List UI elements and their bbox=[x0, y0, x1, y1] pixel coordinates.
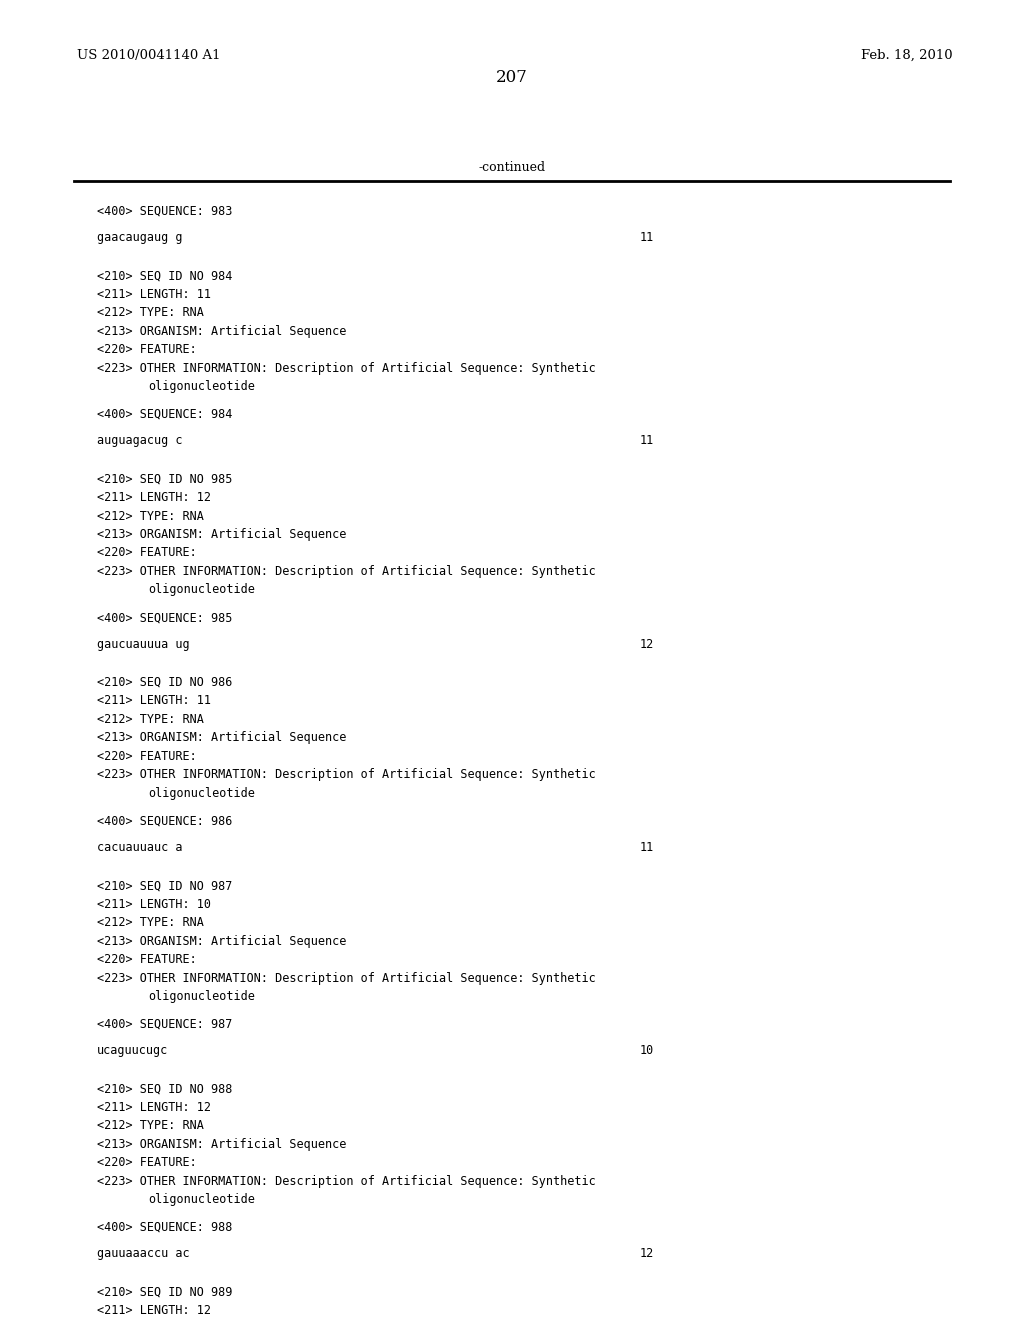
Text: oligonucleotide: oligonucleotide bbox=[148, 787, 255, 800]
Text: <211> LENGTH: 12: <211> LENGTH: 12 bbox=[97, 491, 211, 504]
Text: <210> SEQ ID NO 985: <210> SEQ ID NO 985 bbox=[97, 473, 232, 486]
Text: <210> SEQ ID NO 986: <210> SEQ ID NO 986 bbox=[97, 676, 232, 689]
Text: -continued: -continued bbox=[478, 161, 546, 174]
Text: <400> SEQUENCE: 988: <400> SEQUENCE: 988 bbox=[97, 1221, 232, 1234]
Text: <220> FEATURE:: <220> FEATURE: bbox=[97, 750, 197, 763]
Text: <223> OTHER INFORMATION: Description of Artificial Sequence: Synthetic: <223> OTHER INFORMATION: Description of … bbox=[97, 768, 596, 781]
Text: <211> LENGTH: 12: <211> LENGTH: 12 bbox=[97, 1304, 211, 1317]
Text: <213> ORGANISM: Artificial Sequence: <213> ORGANISM: Artificial Sequence bbox=[97, 325, 347, 338]
Text: <210> SEQ ID NO 984: <210> SEQ ID NO 984 bbox=[97, 269, 232, 282]
Text: oligonucleotide: oligonucleotide bbox=[148, 990, 255, 1003]
Text: <400> SEQUENCE: 983: <400> SEQUENCE: 983 bbox=[97, 205, 232, 218]
Text: <213> ORGANISM: Artificial Sequence: <213> ORGANISM: Artificial Sequence bbox=[97, 935, 347, 948]
Text: 11: 11 bbox=[640, 231, 654, 244]
Text: <212> TYPE: RNA: <212> TYPE: RNA bbox=[97, 1119, 204, 1133]
Text: <210> SEQ ID NO 988: <210> SEQ ID NO 988 bbox=[97, 1082, 232, 1096]
Text: <213> ORGANISM: Artificial Sequence: <213> ORGANISM: Artificial Sequence bbox=[97, 731, 347, 744]
Text: 11: 11 bbox=[640, 841, 654, 854]
Text: <211> LENGTH: 10: <211> LENGTH: 10 bbox=[97, 898, 211, 911]
Text: gauuaaaccu ac: gauuaaaccu ac bbox=[97, 1247, 189, 1261]
Text: oligonucleotide: oligonucleotide bbox=[148, 1193, 255, 1206]
Text: US 2010/0041140 A1: US 2010/0041140 A1 bbox=[77, 49, 220, 62]
Text: <223> OTHER INFORMATION: Description of Artificial Sequence: Synthetic: <223> OTHER INFORMATION: Description of … bbox=[97, 1175, 596, 1188]
Text: gaucuauuua ug: gaucuauuua ug bbox=[97, 638, 189, 651]
Text: <220> FEATURE:: <220> FEATURE: bbox=[97, 953, 197, 966]
Text: Feb. 18, 2010: Feb. 18, 2010 bbox=[861, 49, 952, 62]
Text: <400> SEQUENCE: 985: <400> SEQUENCE: 985 bbox=[97, 611, 232, 624]
Text: <220> FEATURE:: <220> FEATURE: bbox=[97, 546, 197, 560]
Text: oligonucleotide: oligonucleotide bbox=[148, 583, 255, 597]
Text: <223> OTHER INFORMATION: Description of Artificial Sequence: Synthetic: <223> OTHER INFORMATION: Description of … bbox=[97, 362, 596, 375]
Text: 10: 10 bbox=[640, 1044, 654, 1057]
Text: <220> FEATURE:: <220> FEATURE: bbox=[97, 1156, 197, 1170]
Text: <400> SEQUENCE: 984: <400> SEQUENCE: 984 bbox=[97, 408, 232, 421]
Text: <223> OTHER INFORMATION: Description of Artificial Sequence: Synthetic: <223> OTHER INFORMATION: Description of … bbox=[97, 565, 596, 578]
Text: <400> SEQUENCE: 987: <400> SEQUENCE: 987 bbox=[97, 1018, 232, 1031]
Text: <212> TYPE: RNA: <212> TYPE: RNA bbox=[97, 713, 204, 726]
Text: <212> TYPE: RNA: <212> TYPE: RNA bbox=[97, 306, 204, 319]
Text: <223> OTHER INFORMATION: Description of Artificial Sequence: Synthetic: <223> OTHER INFORMATION: Description of … bbox=[97, 972, 596, 985]
Text: oligonucleotide: oligonucleotide bbox=[148, 380, 255, 393]
Text: 11: 11 bbox=[640, 434, 654, 447]
Text: 207: 207 bbox=[496, 69, 528, 86]
Text: cacuauuauc a: cacuauuauc a bbox=[97, 841, 182, 854]
Text: <400> SEQUENCE: 986: <400> SEQUENCE: 986 bbox=[97, 814, 232, 828]
Text: <211> LENGTH: 11: <211> LENGTH: 11 bbox=[97, 694, 211, 708]
Text: <213> ORGANISM: Artificial Sequence: <213> ORGANISM: Artificial Sequence bbox=[97, 1138, 347, 1151]
Text: <211> LENGTH: 12: <211> LENGTH: 12 bbox=[97, 1101, 211, 1114]
Text: <210> SEQ ID NO 987: <210> SEQ ID NO 987 bbox=[97, 879, 232, 892]
Text: 12: 12 bbox=[640, 638, 654, 651]
Text: <213> ORGANISM: Artificial Sequence: <213> ORGANISM: Artificial Sequence bbox=[97, 528, 347, 541]
Text: <212> TYPE: RNA: <212> TYPE: RNA bbox=[97, 510, 204, 523]
Text: <212> TYPE: RNA: <212> TYPE: RNA bbox=[97, 916, 204, 929]
Text: <220> FEATURE:: <220> FEATURE: bbox=[97, 343, 197, 356]
Text: gaacaugaug g: gaacaugaug g bbox=[97, 231, 182, 244]
Text: <211> LENGTH: 11: <211> LENGTH: 11 bbox=[97, 288, 211, 301]
Text: <210> SEQ ID NO 989: <210> SEQ ID NO 989 bbox=[97, 1286, 232, 1299]
Text: ucaguucugc: ucaguucugc bbox=[97, 1044, 169, 1057]
Text: auguagacug c: auguagacug c bbox=[97, 434, 182, 447]
Text: 12: 12 bbox=[640, 1247, 654, 1261]
